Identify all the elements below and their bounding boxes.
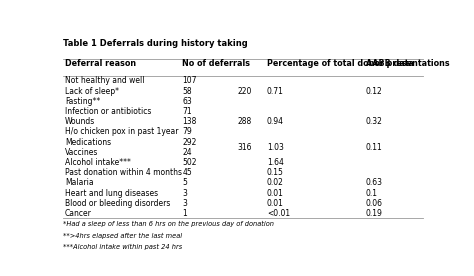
- Text: Infection or antibiotics: Infection or antibiotics: [65, 107, 151, 116]
- Text: 502: 502: [182, 158, 197, 167]
- Text: 79: 79: [182, 128, 192, 136]
- Text: 0.71: 0.71: [267, 87, 283, 96]
- Text: 316: 316: [237, 142, 252, 152]
- Text: 0.11: 0.11: [366, 142, 383, 152]
- Text: ***Alcohol intake within past 24 hrs: ***Alcohol intake within past 24 hrs: [63, 244, 182, 251]
- Text: Lack of sleep*: Lack of sleep*: [65, 87, 119, 96]
- Text: 107: 107: [182, 76, 197, 86]
- Text: 0.06: 0.06: [366, 199, 383, 208]
- Text: 0.32: 0.32: [366, 117, 383, 126]
- Text: 0.94: 0.94: [267, 117, 284, 126]
- Text: 0.01: 0.01: [267, 189, 283, 198]
- Text: 288: 288: [237, 117, 252, 126]
- Text: Medications: Medications: [65, 138, 111, 147]
- Text: 220: 220: [237, 87, 252, 96]
- Text: Fasting**: Fasting**: [65, 97, 100, 106]
- Text: Malaria: Malaria: [65, 179, 93, 187]
- Text: Cancer: Cancer: [65, 209, 91, 218]
- Text: Wounds: Wounds: [65, 117, 95, 126]
- Text: **>4hrs elapsed after the last meal: **>4hrs elapsed after the last meal: [63, 233, 182, 239]
- Text: 3: 3: [182, 199, 187, 208]
- Text: 1: 1: [182, 209, 187, 218]
- Text: 0.19: 0.19: [366, 209, 383, 218]
- Text: Not healthy and well: Not healthy and well: [65, 76, 144, 86]
- Text: 292: 292: [182, 138, 197, 147]
- Text: 0.15: 0.15: [267, 168, 283, 177]
- Text: Vaccines: Vaccines: [65, 148, 98, 157]
- Text: 58: 58: [182, 87, 192, 96]
- Text: Table 1 Deferrals during history taking: Table 1 Deferrals during history taking: [63, 39, 248, 49]
- Text: Heart and lung diseases: Heart and lung diseases: [65, 189, 158, 198]
- Text: Percentage of total donor presentations: Percentage of total donor presentations: [267, 59, 449, 68]
- Text: AABB data: AABB data: [366, 59, 414, 68]
- Text: *Had a sleep of less than 6 hrs on the previous day of donation: *Had a sleep of less than 6 hrs on the p…: [63, 221, 274, 227]
- Text: Deferral reason: Deferral reason: [65, 59, 136, 68]
- Text: 5: 5: [182, 179, 187, 187]
- Text: 0.12: 0.12: [366, 87, 383, 96]
- Text: 3: 3: [182, 189, 187, 198]
- Text: 138: 138: [182, 117, 197, 126]
- Text: H/o chicken pox in past 1year: H/o chicken pox in past 1year: [65, 128, 178, 136]
- Text: 0.02: 0.02: [267, 179, 283, 187]
- Text: 0.01: 0.01: [267, 199, 283, 208]
- Text: No of deferrals: No of deferrals: [182, 59, 250, 68]
- Text: Past donation within 4 months: Past donation within 4 months: [65, 168, 182, 177]
- Text: 0.1: 0.1: [366, 189, 378, 198]
- Text: 24: 24: [182, 148, 192, 157]
- Text: 0.63: 0.63: [366, 179, 383, 187]
- Text: 71: 71: [182, 107, 192, 116]
- Text: 1.03: 1.03: [267, 142, 283, 152]
- Text: 45: 45: [182, 168, 192, 177]
- Text: 63: 63: [182, 97, 192, 106]
- Text: Alcohol intake***: Alcohol intake***: [65, 158, 131, 167]
- Text: Blood or bleeding disorders: Blood or bleeding disorders: [65, 199, 170, 208]
- Text: <0.01: <0.01: [267, 209, 290, 218]
- Text: 1.64: 1.64: [267, 158, 283, 167]
